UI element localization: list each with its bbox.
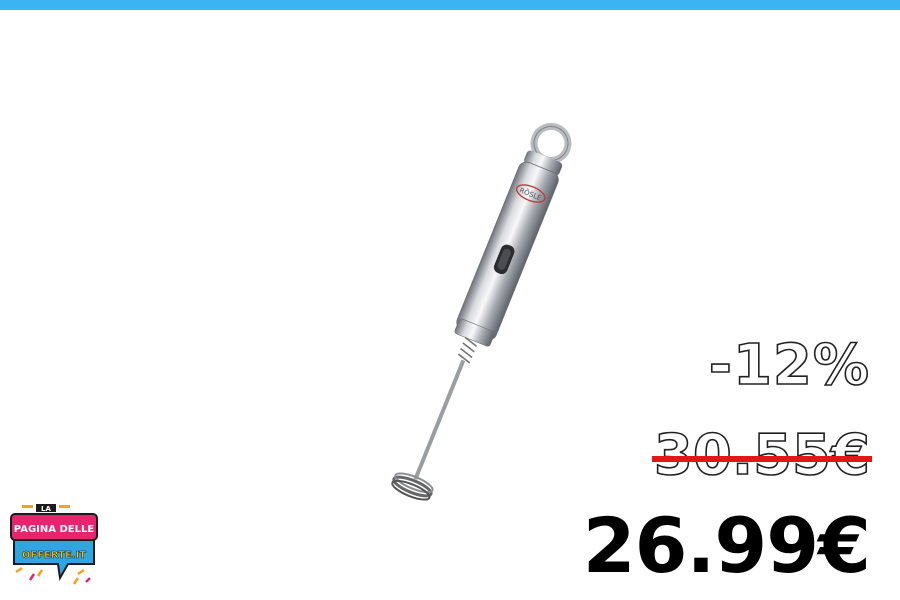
site-logo: LA PAGINA DELLE OFFERTE.IT: [10, 504, 98, 585]
old-price-value: 30.55€: [653, 423, 871, 488]
milk-frother-image: RÖSLE: [391, 122, 572, 501]
logo-text-pagina-delle: PAGINA DELLE: [14, 524, 95, 535]
discount-percent: -12%: [708, 333, 870, 398]
current-price: 26.99€: [582, 501, 871, 590]
logo-text-la: LA: [41, 505, 51, 513]
logo-text-offerte: OFFERTE.IT: [22, 550, 86, 561]
old-price: 30.55€: [651, 427, 872, 484]
price-strikethrough: [651, 456, 872, 462]
top-accent-bar: [0, 0, 900, 10]
